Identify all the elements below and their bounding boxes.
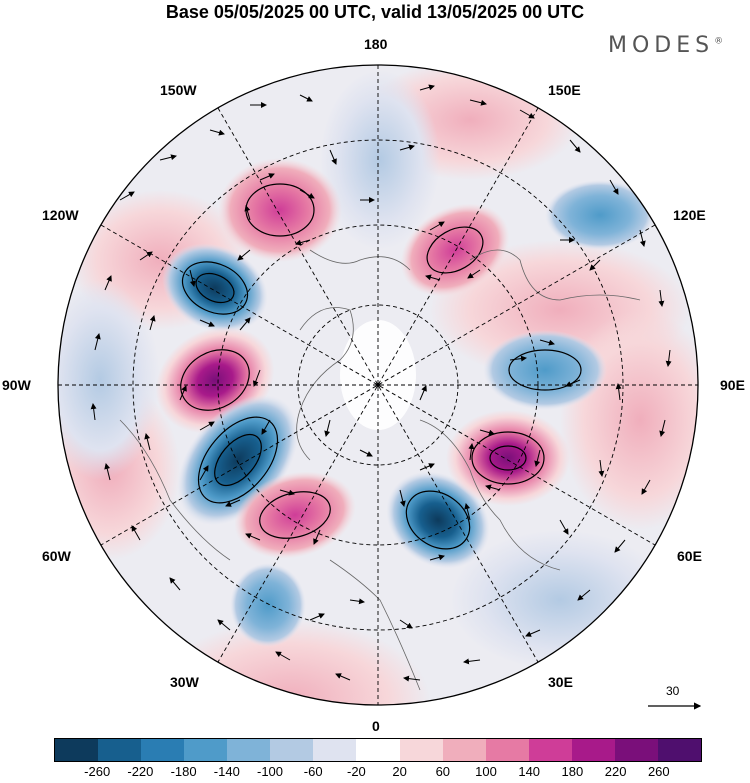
colorbar-tick-label: -220 [127,764,154,779]
colorbar-swatch [270,739,314,761]
colorbar-swatch [528,739,572,761]
colorbar-swatch [614,739,658,761]
colorbar-swatch [227,739,271,761]
lon-label-60e: 60E [677,548,702,564]
colorbar-tick-label: 20 [392,764,407,779]
lon-label-150w: 150W [160,82,197,98]
lon-label-120w: 120W [42,207,79,223]
modes-logo: MODES® [608,33,723,58]
coastlines [119,249,641,691]
lon-label-90e: 90E [720,377,745,393]
colorbar-swatch [55,739,99,761]
contour-lines [180,183,582,550]
lon-label-180: 180 [364,36,388,52]
colorbar-swatch [571,739,615,761]
colorbar-tick-label: 140 [518,764,541,779]
colorbar [54,738,702,762]
colorbar-tick-label: -20 [346,764,366,779]
colorbar-tick-label: 260 [647,764,670,779]
anomaly-centre [545,180,655,250]
anomaly-centre [386,471,490,569]
colorbar-swatch [657,739,701,761]
colorbar-swatch [141,739,185,761]
anomaly-centre [234,471,356,559]
brand-trademark: ® [714,36,724,47]
colorbar-tick-label: -60 [303,764,323,779]
lon-label-150e: 150E [548,82,581,98]
colorbar-swatch [399,739,443,761]
colorbar-tick-label: -100 [256,764,284,779]
map-boundary [57,64,699,706]
colorbar-ticks: -260 -220 -180 -140 -100 -60 -20 20 60 100 140 180 2… [54,764,702,782]
wind-vectors [90,84,672,682]
colorbar-swatch [356,739,400,761]
colorbar-tick-label: 180 [561,764,584,779]
colorbar-tick-label: 60 [435,764,451,779]
brand-name: MODES [608,33,715,58]
graticule [58,65,698,705]
colorbar-tick-label: -260 [84,764,111,779]
anomaly-centre [162,243,268,333]
colorbar-tick-label: -140 [213,764,240,779]
north-pole-marker [376,383,380,387]
reference-vector-label: 30 [666,684,680,698]
lon-label-90w: 90W [2,377,31,393]
anomaly-centre [483,330,607,410]
lon-label-30w: 30W [170,674,199,690]
lon-label-60w: 60W [42,548,71,564]
colorbar-swatch [98,739,142,761]
map-title: Base 05/05/2025 00 UTC, valid 13/05/2025… [165,2,585,22]
colorbar-swatch [313,739,357,761]
anomaly-centre [446,410,570,506]
colorbar-swatch [184,739,228,761]
anomaly-centre [230,563,306,647]
lon-label-0: 0 [372,718,380,734]
colorbar-swatch [442,739,486,761]
colorbar-tick-label: -180 [170,764,197,779]
colorbar-tick-label: 220 [604,764,627,779]
colorbar-tick-label: 100 [475,764,497,779]
lon-label-120e: 120E [673,207,706,223]
lon-label-30e: 30E [548,674,573,690]
anomaly-centre [218,158,342,262]
colorbar-swatch [485,739,529,761]
anomaly-centre [400,203,510,297]
